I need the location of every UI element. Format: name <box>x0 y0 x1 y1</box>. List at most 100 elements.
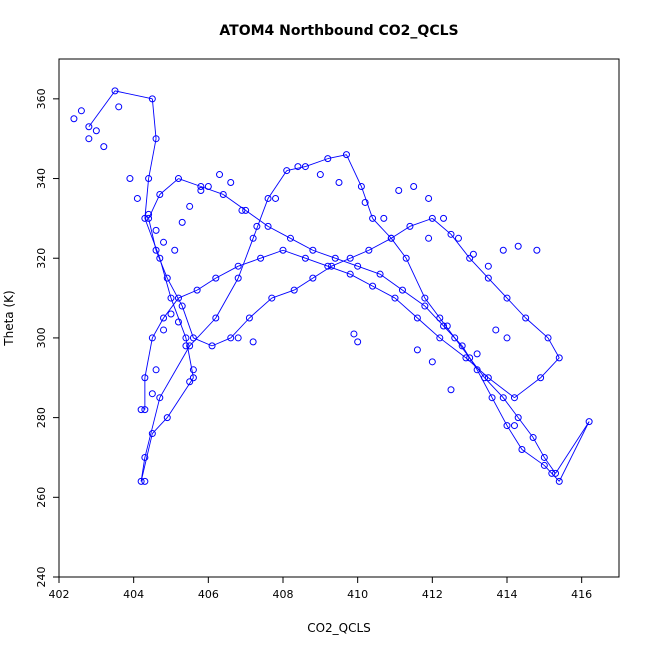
data-point <box>141 214 149 222</box>
data-point <box>413 314 421 322</box>
data-point <box>537 374 545 382</box>
data-point <box>182 334 190 342</box>
series-segment <box>525 317 549 339</box>
series-segment <box>148 138 157 179</box>
data-point <box>245 314 253 322</box>
data-point <box>152 246 160 254</box>
data-point <box>152 135 160 143</box>
series-segment <box>544 465 560 482</box>
series-segment <box>349 273 373 287</box>
data-point <box>413 346 421 354</box>
x-axis-label: CO2_QCLS <box>307 621 371 635</box>
data-point <box>249 234 257 242</box>
series-segment <box>178 178 202 187</box>
data-point <box>148 95 156 103</box>
data-point <box>249 338 257 346</box>
data-point <box>189 334 197 342</box>
data-point <box>473 350 481 358</box>
series-segment <box>200 186 224 195</box>
data-point <box>126 175 134 183</box>
data-point <box>216 171 224 179</box>
data-point <box>156 394 164 402</box>
series-segment <box>166 277 183 307</box>
x-axis: 402 404 406 408 410 412 414 416 <box>49 577 592 601</box>
series-segment <box>140 433 153 482</box>
data-point <box>234 262 242 270</box>
y-axis: 240 260 280 300 320 340 360 <box>35 88 59 588</box>
data-point <box>342 151 350 159</box>
series-segment <box>409 217 433 227</box>
series-segment <box>148 218 157 251</box>
data-point <box>111 87 119 95</box>
data-point <box>510 422 518 430</box>
data-point <box>309 246 317 254</box>
data-point <box>466 254 474 262</box>
data-point <box>484 274 492 282</box>
data-point <box>466 354 474 362</box>
series-layer <box>70 87 593 485</box>
data-point <box>145 210 153 218</box>
series-segment <box>144 178 150 219</box>
series-segment <box>555 421 590 474</box>
data-point <box>369 282 377 290</box>
data-point <box>421 302 429 310</box>
series-segment <box>159 178 179 195</box>
data-point <box>481 374 489 382</box>
series-segment <box>488 277 508 299</box>
data-point <box>204 183 212 191</box>
data-point <box>499 246 507 254</box>
data-point <box>421 294 429 302</box>
data-point <box>510 394 518 402</box>
data-point <box>301 254 309 262</box>
data-point <box>473 366 481 374</box>
series-segment <box>282 249 306 259</box>
data-point <box>324 262 332 270</box>
data-point <box>234 274 242 282</box>
series-segment <box>390 238 407 259</box>
data-point <box>92 127 100 135</box>
data-point <box>257 254 265 262</box>
series-segment <box>327 265 351 275</box>
data-point <box>522 314 530 322</box>
data-point <box>425 234 433 242</box>
data-point <box>555 354 563 362</box>
data-point <box>369 214 377 222</box>
data-point <box>555 477 563 485</box>
series-segment <box>502 397 519 418</box>
data-point <box>133 194 141 202</box>
data-point <box>309 274 317 282</box>
plot-frame <box>58 58 620 578</box>
series-segment <box>267 170 288 199</box>
data-point <box>331 254 339 262</box>
data-point <box>160 314 168 322</box>
data-point <box>533 246 541 254</box>
y-tick-label: 360 <box>35 88 48 109</box>
series-segment <box>558 421 590 482</box>
series-segment <box>517 417 534 438</box>
data-point <box>160 238 168 246</box>
data-point <box>440 214 448 222</box>
series-segment <box>267 225 291 239</box>
series-segment <box>312 265 332 279</box>
data-point <box>152 226 160 234</box>
series-segment <box>271 289 295 299</box>
y-tick-label: 240 <box>35 567 48 588</box>
series-segment <box>148 194 161 219</box>
data-point <box>552 469 560 477</box>
data-point <box>346 254 354 262</box>
data-point <box>156 190 164 198</box>
series-segment <box>424 297 441 319</box>
series-segment <box>159 345 191 398</box>
x-tick-label: 402 <box>49 588 70 601</box>
series-segment <box>450 234 471 259</box>
data-point <box>540 453 548 461</box>
series-segment <box>491 397 508 426</box>
series-segment <box>532 437 545 458</box>
series-segment <box>163 297 179 319</box>
data-point <box>436 314 444 322</box>
series-segment <box>181 305 194 339</box>
series-segment <box>260 249 284 259</box>
series-segment <box>196 277 217 291</box>
data-point <box>290 286 298 294</box>
data-point <box>141 477 149 485</box>
